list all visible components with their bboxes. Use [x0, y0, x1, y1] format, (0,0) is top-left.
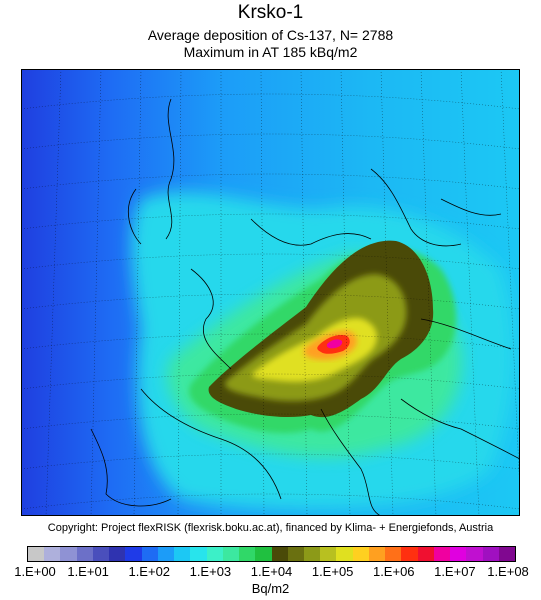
legend-swatch [157, 547, 175, 561]
legend-swatch [109, 547, 126, 561]
legend-swatch [466, 547, 483, 561]
legend-tick-label: 1.E+02 [128, 564, 171, 579]
legend-swatch [401, 547, 418, 561]
legend-swatch [239, 547, 256, 561]
maximum-note: Maximum in AT 185 kBq/m2 [183, 44, 358, 60]
legend-tick-label: 1.E+04 [250, 564, 293, 579]
legend-swatch [125, 547, 142, 561]
legend-swatch [303, 547, 321, 561]
coastlines [90, 98, 520, 516]
legend-unit: Bq/m2 [251, 581, 290, 596]
legend-tick-label: 1.E+07 [434, 564, 476, 579]
legend-swatch [417, 547, 434, 561]
legend-swatch [271, 547, 288, 561]
legend-swatch [498, 547, 516, 561]
legend-swatch [28, 547, 45, 561]
map-subtitle: Average deposition of Cs-137, N= 2788 [147, 27, 394, 43]
legend-tick-label: 1.E+08 [487, 564, 529, 579]
legend-swatch [450, 547, 467, 561]
legend-swatch [206, 547, 223, 561]
legend-swatch [255, 547, 272, 561]
legend-swatch [190, 547, 207, 561]
legend-swatch [60, 547, 77, 561]
legend-swatch [482, 547, 499, 561]
legend-swatch [336, 547, 353, 561]
graticule [21, 69, 520, 516]
legend-tick-label: 1.E+05 [311, 564, 354, 579]
zone-1e6-magenta [326, 339, 343, 349]
deposition-map [21, 69, 520, 516]
legend-swatch [141, 547, 158, 561]
legend-tick-label: 1.E+03 [189, 564, 232, 579]
legend-swatch [433, 547, 451, 561]
color-scale-bar [27, 546, 516, 562]
legend-swatch [44, 547, 61, 561]
legend-swatch [174, 547, 191, 561]
legend-swatch [287, 547, 304, 561]
legend-swatch [92, 547, 110, 561]
legend-swatch [368, 547, 386, 561]
legend-swatch [385, 547, 402, 561]
legend-swatch [222, 547, 240, 561]
legend-swatch [76, 547, 93, 561]
legend-swatch [352, 547, 369, 561]
legend-tick-label: 1.E+00 [14, 564, 56, 579]
copyright-notice: Copyright: Project flexRISK (flexrisk.bo… [47, 522, 494, 534]
legend-tick-label: 1.E+06 [372, 564, 415, 579]
legend-swatch [320, 547, 337, 561]
map-title: Krsko-1 [237, 2, 304, 23]
legend-tick-label: 1.E+01 [67, 564, 109, 579]
